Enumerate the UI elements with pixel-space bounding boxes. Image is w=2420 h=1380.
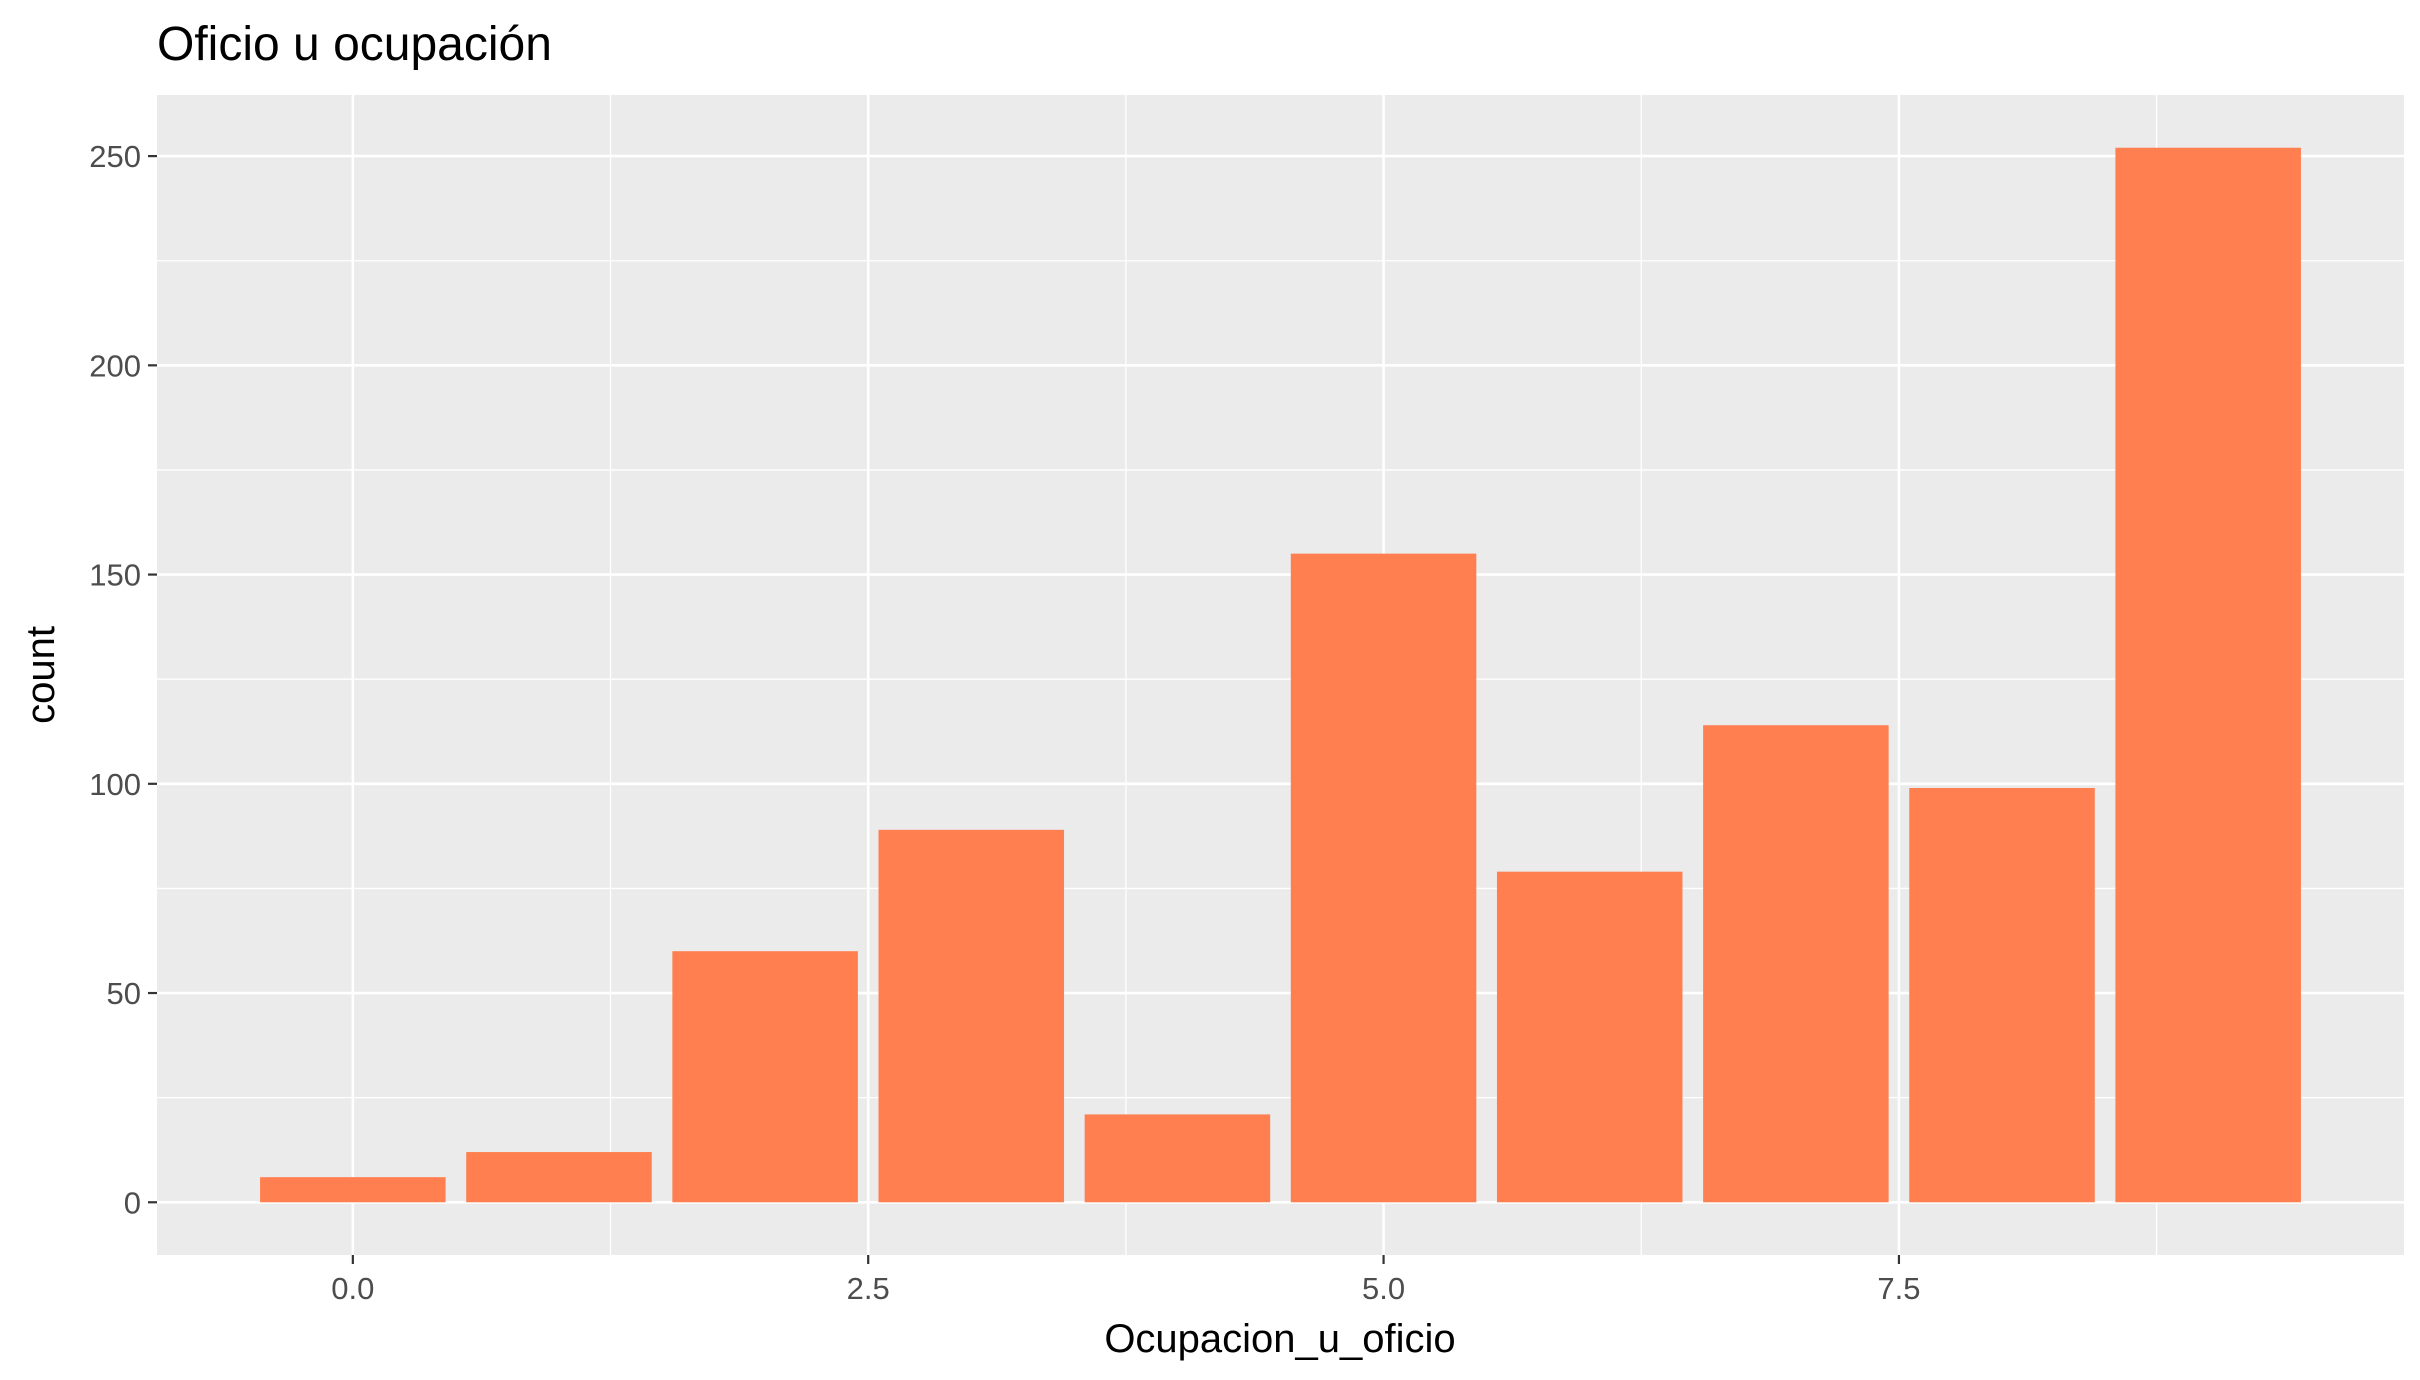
y-axis-title: count bbox=[19, 626, 63, 724]
bars bbox=[260, 147, 2301, 1203]
x-tick-label-1: 2.5 bbox=[847, 1271, 890, 1306]
y-tick-label-5: 250 bbox=[89, 139, 141, 174]
y-tick-label-1: 50 bbox=[107, 976, 141, 1011]
bar-6 bbox=[1496, 871, 1683, 1203]
y-axis: 0 50 100 150 200 250 bbox=[89, 139, 157, 1220]
bar-3 bbox=[878, 829, 1065, 1203]
x-tick-label-0: 0.0 bbox=[331, 1271, 374, 1306]
y-tick-label-0: 0 bbox=[124, 1185, 141, 1220]
x-axis-title: Ocupacion_u_oficio bbox=[1104, 1317, 1455, 1361]
bar-2 bbox=[672, 951, 858, 1203]
x-tick-label-2: 5.0 bbox=[1362, 1271, 1405, 1306]
y-tick-label-4: 200 bbox=[89, 348, 141, 383]
bar-1 bbox=[466, 1152, 652, 1203]
bar-4 bbox=[1084, 1114, 1271, 1203]
x-tick-label-3: 7.5 bbox=[1877, 1271, 1920, 1306]
bar-5 bbox=[1290, 553, 1477, 1203]
bar-9 bbox=[2115, 147, 2301, 1203]
bar-0 bbox=[260, 1177, 446, 1203]
bar-8 bbox=[1909, 787, 2095, 1203]
bar-7 bbox=[1703, 725, 1889, 1203]
chart-title: Oficio u ocupación bbox=[157, 18, 552, 71]
y-tick-label-2: 100 bbox=[89, 767, 141, 802]
x-axis: 0.0 2.5 5.0 7.5 bbox=[331, 1255, 1920, 1306]
major-gridlines bbox=[157, 95, 2404, 1255]
y-tick-label-3: 150 bbox=[89, 558, 141, 593]
